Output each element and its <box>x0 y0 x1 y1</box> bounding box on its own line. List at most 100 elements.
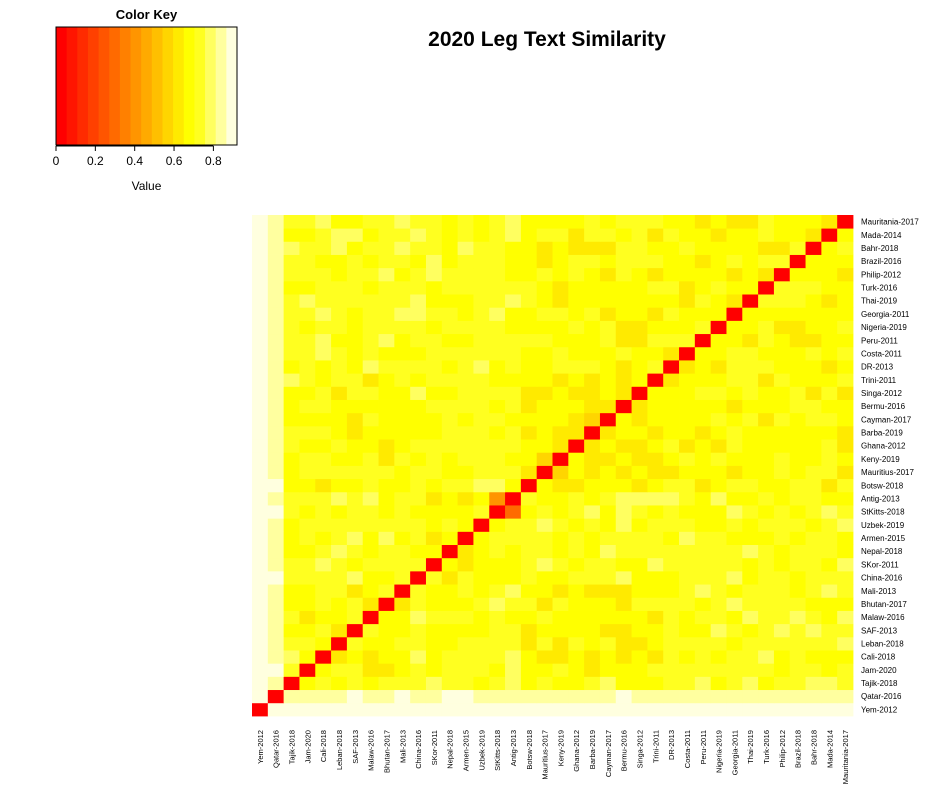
heatmap-cell <box>441 636 459 651</box>
heatmap-cell <box>331 360 348 374</box>
heatmap-cell <box>615 584 632 598</box>
color-key-swatch <box>109 27 121 145</box>
heatmap-cell <box>362 544 379 559</box>
heatmap-cell <box>584 373 601 387</box>
heatmap-cell <box>536 689 553 704</box>
heatmap-cell <box>331 702 348 717</box>
heatmap-cell <box>726 636 743 651</box>
heatmap-cell <box>346 465 364 480</box>
heatmap-cell <box>283 570 300 585</box>
heatmap-cell <box>315 439 332 453</box>
heatmap-cell <box>631 412 648 427</box>
heatmap-cell <box>837 360 854 374</box>
row-label: Mauritius-2017 <box>861 468 914 477</box>
heatmap-cell <box>505 425 522 440</box>
heatmap-cell <box>299 544 316 559</box>
heatmap-cell <box>489 505 506 519</box>
heatmap-cell <box>489 228 506 242</box>
heatmap-cell <box>742 676 759 691</box>
heatmap-cell <box>805 307 822 321</box>
heatmap-cell <box>489 280 506 295</box>
heatmap-cell <box>647 294 664 308</box>
heatmap-cell <box>773 333 791 348</box>
heatmap-cell <box>441 399 459 414</box>
heatmap-cell <box>394 663 411 677</box>
heatmap-cell <box>805 439 822 453</box>
color-key-tick-label: 0.6 <box>166 154 183 168</box>
heatmap-cell <box>394 215 411 229</box>
heatmap-cell <box>299 425 316 440</box>
heatmap-cell <box>552 597 569 611</box>
heatmap-cell <box>425 333 443 348</box>
heatmap-cell <box>346 320 364 335</box>
heatmap-cell <box>615 623 632 638</box>
heatmap-cell <box>441 228 459 242</box>
heatmap-cell <box>726 439 743 453</box>
heatmap-cell <box>694 676 712 691</box>
heatmap-cell <box>821 399 838 414</box>
heatmap-cell <box>299 505 316 519</box>
heatmap-cell <box>489 439 506 453</box>
heatmap-cell <box>773 636 791 651</box>
heatmap-cell <box>647 544 664 559</box>
heatmap-cell <box>252 689 269 704</box>
heatmap-cell <box>584 702 601 717</box>
heatmap-cell <box>742 280 759 295</box>
heatmap-cell <box>505 360 522 374</box>
heatmap-cell <box>425 386 443 400</box>
heatmap-cell <box>647 689 664 704</box>
heatmap-cell <box>267 597 285 611</box>
heatmap-cell <box>726 570 743 585</box>
heatmap-cell <box>315 650 332 664</box>
heatmap-cell <box>615 610 632 625</box>
heatmap-cell <box>805 241 822 255</box>
heatmap-cell <box>267 307 285 321</box>
heatmap-cell <box>331 623 348 638</box>
heatmap-cell <box>441 294 459 308</box>
heatmap-cell <box>679 399 696 414</box>
heatmap-cell <box>789 610 806 625</box>
heatmap-cell <box>679 518 696 532</box>
heatmap-cell <box>647 636 664 651</box>
heatmap-cell <box>378 346 395 361</box>
heatmap-cell <box>679 307 696 321</box>
heatmap-cell <box>821 294 838 308</box>
heatmap-cell <box>599 346 617 361</box>
heatmap-cell <box>742 531 759 545</box>
heatmap-cell <box>299 373 316 387</box>
heatmap-cell <box>726 452 743 466</box>
heatmap-cell <box>315 570 332 585</box>
heatmap-cell <box>615 597 632 611</box>
heatmap-cell <box>536 650 553 664</box>
heatmap-cell <box>710 307 727 321</box>
heatmap-cell <box>552 676 569 691</box>
heatmap-cell <box>663 373 680 387</box>
row-label: China-2016 <box>861 574 903 583</box>
heatmap-cell <box>283 478 300 493</box>
heatmap-cell <box>710 412 727 427</box>
heatmap-cell <box>663 280 680 295</box>
heatmap-cell <box>599 610 617 625</box>
heatmap-cell <box>789 228 806 242</box>
heatmap-cell <box>520 452 538 466</box>
heatmap-cell <box>773 702 791 717</box>
heatmap-cell <box>267 215 285 229</box>
heatmap-cell <box>331 676 348 691</box>
heatmap-cell <box>489 399 506 414</box>
heatmap-cell <box>283 360 300 374</box>
heatmap-cell <box>584 386 601 400</box>
heatmap-cell <box>615 689 632 704</box>
heatmap-cell <box>773 307 791 321</box>
heatmap-cell <box>789 386 806 400</box>
heatmap-cell <box>821 584 838 598</box>
heatmap-cell <box>568 412 585 427</box>
heatmap-cell <box>584 650 601 664</box>
heatmap-cell <box>663 399 680 414</box>
heatmap-cell <box>679 333 696 348</box>
heatmap-cell <box>252 570 269 585</box>
heatmap-cell <box>394 280 411 295</box>
heatmap-cell <box>252 346 269 361</box>
heatmap-cell <box>758 439 775 453</box>
heatmap-cell <box>315 254 332 269</box>
heatmap-cell <box>394 333 411 348</box>
